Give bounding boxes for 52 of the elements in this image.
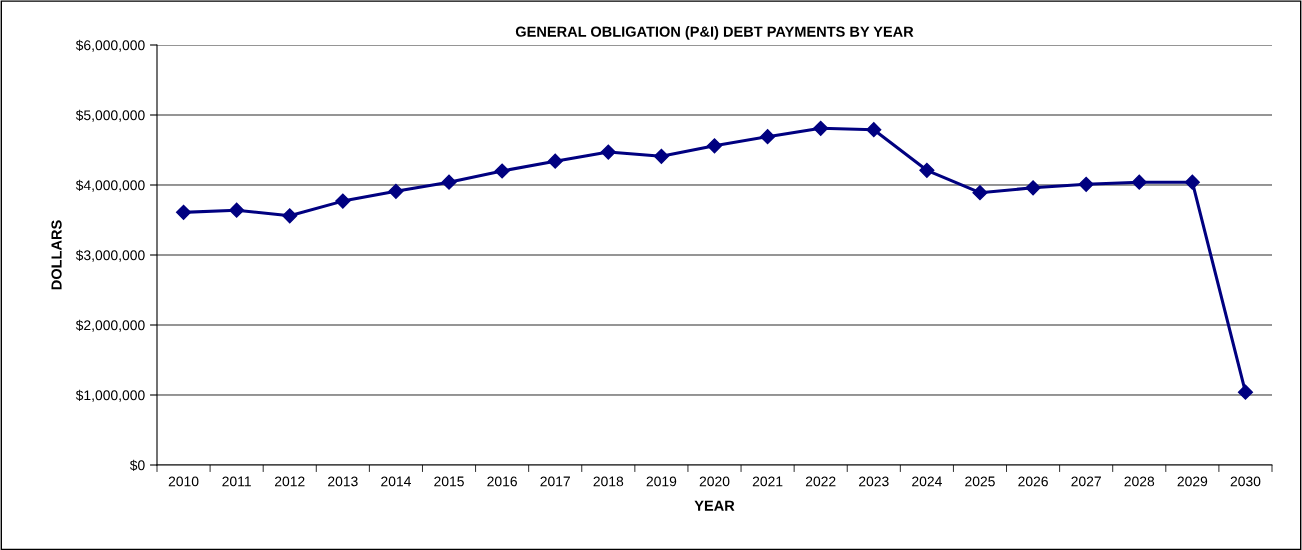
point <box>388 183 404 199</box>
x-tick-label: 2027 <box>1071 476 1101 487</box>
point <box>547 153 563 169</box>
point <box>282 208 298 224</box>
x-tick-label: 2011 <box>222 476 251 487</box>
x-tick-label: 2017 <box>540 476 570 487</box>
x-tick-label: 2029 <box>1177 476 1208 487</box>
x-tick-label: 2014 <box>381 476 411 487</box>
x-tick-label: 2030 <box>1230 476 1261 487</box>
y-tick-label: $3,000,000 <box>75 249 145 262</box>
x-tick-label: 2020 <box>699 476 730 487</box>
x-tick-label: 2028 <box>1124 476 1155 487</box>
x-tick-label: 2023 <box>859 476 889 487</box>
point <box>919 162 935 178</box>
point <box>1025 180 1041 196</box>
x-tick-label: 2016 <box>487 476 517 487</box>
point <box>972 185 988 201</box>
point <box>494 163 510 179</box>
y-tick-label: $5,000,000 <box>75 109 145 122</box>
point <box>1237 384 1254 400</box>
y-tick-label: $0 <box>129 459 145 471</box>
x-tick-label: 2018 <box>593 476 624 487</box>
x-tick-label: 2021 <box>752 476 783 487</box>
y-tick-label: $6,000,000 <box>75 39 145 52</box>
point <box>813 120 829 136</box>
point <box>441 174 457 190</box>
point <box>1184 174 1200 190</box>
point <box>760 129 776 145</box>
x-tick-label: 2015 <box>434 476 464 487</box>
x-tick-label: 2013 <box>328 476 358 487</box>
x-tick-label: 2010 <box>168 476 199 487</box>
point <box>653 148 669 164</box>
y-tick-label: $1,000,000 <box>75 389 145 402</box>
x-tick-label: 2012 <box>274 476 305 487</box>
x-tick-label: 2025 <box>965 476 995 487</box>
y-tick-label: $4,000,000 <box>75 179 145 192</box>
y-axis-title: DOLLARS <box>51 220 62 290</box>
x-tick-label: 2019 <box>646 476 677 487</box>
point <box>175 204 192 220</box>
point <box>335 193 351 209</box>
point <box>706 138 723 154</box>
x-tick-label: 2024 <box>912 476 942 487</box>
x-tick-label: 2022 <box>805 476 836 487</box>
point <box>1131 174 1147 190</box>
y-tick-label: $2,000,000 <box>75 319 145 332</box>
point <box>600 144 616 160</box>
point <box>1078 176 1094 192</box>
point <box>866 122 882 138</box>
x-axis-title: YEAR <box>694 500 735 511</box>
chart-title: GENERAL OBLIGATION (P&I) DEBT PAYMENTS BY YEAR <box>515 26 914 40</box>
point <box>229 202 245 218</box>
x-tick-label: 2026 <box>1018 476 1048 487</box>
